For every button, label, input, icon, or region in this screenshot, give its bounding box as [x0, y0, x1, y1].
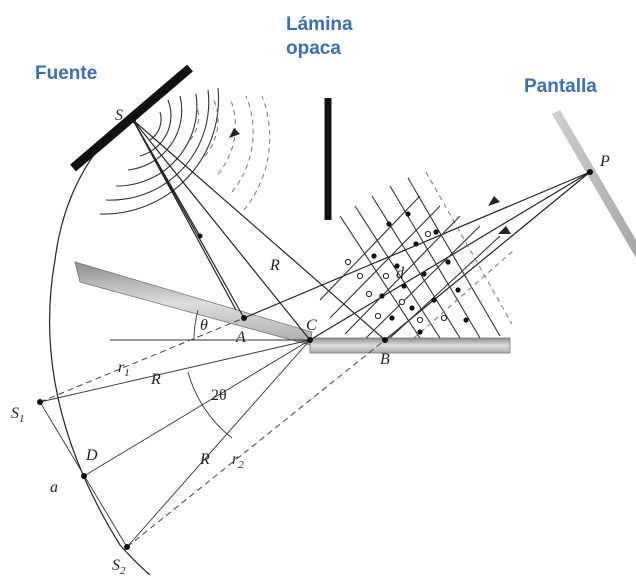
source-wavefronts	[99, 87, 271, 215]
point-label-b: B	[380, 351, 390, 368]
point-label-s1: S1	[11, 405, 25, 425]
horizontal-plate	[309, 337, 511, 354]
construction-lines	[39, 317, 386, 548]
interference-region	[319, 171, 515, 339]
point-label-a: A	[235, 329, 246, 346]
angle-label-two-theta: 2θ	[211, 387, 227, 404]
label-pantalla: Pantalla	[524, 76, 597, 97]
key-points	[37, 117, 593, 550]
ray-arrows	[229, 128, 511, 234]
theta-angle-arc	[193, 309, 199, 341]
point-label-s: S	[115, 107, 123, 124]
point-label-a-lower: a	[50, 479, 58, 496]
tilted-mirror	[74, 261, 313, 346]
r2-label: r2	[232, 451, 244, 471]
r-label-lower: R	[199, 451, 210, 468]
r-label-upper: R	[269, 257, 280, 274]
angle-label-theta: θ	[200, 317, 208, 334]
point-label-d: D	[85, 447, 98, 464]
rays	[132, 119, 591, 341]
r1-label: r1	[118, 359, 130, 379]
r-label-middle: R	[150, 371, 161, 388]
label-fuente: Fuente	[35, 63, 97, 84]
point-label-c: C	[306, 317, 317, 334]
point-label-d-lower: d	[396, 265, 405, 282]
point-label-s2: S2	[112, 557, 126, 577]
point-label-p: P	[599, 153, 610, 170]
label-lamina-line1: Lámina	[286, 14, 353, 35]
two-theta-angle-arc	[187, 371, 233, 439]
label-lamina-line2: opaca	[286, 38, 341, 59]
screen	[552, 110, 636, 258]
